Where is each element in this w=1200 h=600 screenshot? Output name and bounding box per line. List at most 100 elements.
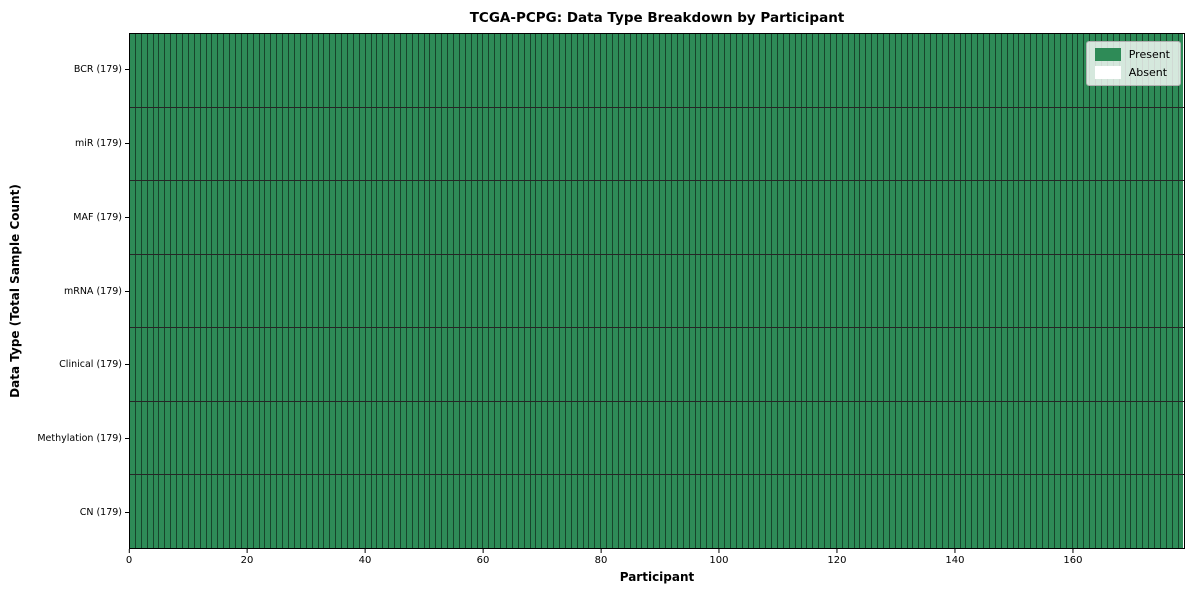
heatmap-cell [383, 475, 390, 549]
heatmap-cell [324, 181, 331, 254]
heatmap-cell [560, 34, 566, 107]
heatmap-cell [159, 34, 166, 107]
heatmap-cell [842, 328, 849, 401]
heatmap-cell [247, 401, 254, 475]
heatmap-cell [465, 107, 472, 181]
heatmap-cell [772, 475, 778, 549]
heatmap-cell [819, 107, 826, 181]
heatmap-cell [459, 328, 466, 401]
heatmap-cell [1154, 475, 1161, 549]
heatmap-cell [512, 401, 519, 475]
heatmap-cell [642, 328, 649, 401]
heatmap-cell [1107, 181, 1114, 254]
heatmap-row [130, 181, 1184, 255]
heatmap-cell [724, 328, 731, 401]
heatmap-cell [925, 254, 932, 328]
heatmap-cell [836, 475, 843, 549]
heatmap-cell [937, 107, 943, 181]
heatmap-cell [742, 107, 749, 181]
heatmap-cell [648, 34, 655, 107]
x-tick-label: 60 [476, 555, 490, 566]
heatmap-cell [1066, 475, 1073, 549]
heatmap-cell [1137, 401, 1144, 475]
heatmap-cell [695, 328, 702, 401]
heatmap-cell [583, 254, 590, 328]
heatmap-cell [253, 401, 260, 475]
heatmap-cell [801, 181, 808, 254]
heatmap-cell [318, 328, 325, 401]
heatmap-cell [365, 181, 372, 254]
heatmap-cell [978, 475, 985, 549]
heatmap-cell [772, 34, 778, 107]
heatmap-cell [830, 34, 837, 107]
heatmap-cell [218, 107, 225, 181]
heatmap-cell [571, 401, 578, 475]
heatmap-cell [972, 401, 979, 475]
y-tick-label: Methylation (179) [37, 432, 122, 444]
heatmap-cell [654, 181, 661, 254]
heatmap-cell [1113, 181, 1120, 254]
heatmap-cell [236, 181, 242, 254]
heatmap-cell [954, 181, 961, 254]
heatmap-cell [565, 34, 572, 107]
heatmap-cell [130, 34, 136, 107]
heatmap-cell [777, 401, 784, 475]
heatmap-cell [224, 254, 231, 328]
heatmap-cell [1107, 328, 1114, 401]
heatmap-cell [442, 401, 449, 475]
heatmap-cell [347, 328, 354, 401]
heatmap-cell [730, 475, 737, 549]
heatmap-cell [259, 254, 266, 328]
heatmap-cell [642, 107, 649, 181]
heatmap-cell [271, 401, 278, 475]
heatmap-cell [1154, 107, 1161, 181]
heatmap-cell [459, 254, 466, 328]
heatmap-cell [872, 34, 879, 107]
heatmap-cell [247, 328, 254, 401]
plot-area [129, 33, 1185, 549]
heatmap-cell [489, 475, 496, 549]
heatmap-cell [660, 34, 667, 107]
heatmap-cell [483, 107, 490, 181]
heatmap-cell [978, 328, 985, 401]
heatmap-cell [389, 254, 396, 328]
heatmap-cell [159, 401, 166, 475]
heatmap-cell [671, 34, 678, 107]
heatmap-cell [624, 34, 631, 107]
heatmap-cell [330, 254, 337, 328]
heatmap-cell [1143, 475, 1150, 549]
heatmap-cell [501, 34, 507, 107]
heatmap-cell [978, 181, 985, 254]
heatmap-cell [713, 401, 720, 475]
heatmap-cell [512, 107, 519, 181]
y-tick-mark [125, 69, 129, 71]
heatmap-cell [518, 401, 525, 475]
heatmap-cell [931, 328, 938, 401]
heatmap-cell [554, 254, 561, 328]
heatmap-cell [147, 328, 154, 401]
heatmap-cell [836, 254, 843, 328]
heatmap-cell [937, 181, 943, 254]
heatmap-cell [613, 34, 619, 107]
heatmap-cell [241, 181, 248, 254]
heatmap-cell [241, 34, 248, 107]
heatmap-cell [1054, 328, 1061, 401]
x-tick: 60 [476, 549, 490, 566]
heatmap-cell [984, 181, 991, 254]
heatmap-cell [1060, 401, 1067, 475]
heatmap-cell [777, 181, 784, 254]
heatmap-cell [607, 107, 614, 181]
heatmap-cell [265, 401, 272, 475]
heatmap-cell [948, 34, 955, 107]
heatmap-cell [960, 328, 967, 401]
heatmap-cell [507, 475, 513, 549]
heatmap-cell [1066, 254, 1073, 328]
heatmap-cell [925, 401, 932, 475]
heatmap-cell [294, 328, 301, 401]
heatmap-cell [648, 107, 655, 181]
heatmap-cell [395, 181, 401, 254]
heatmap-cell [901, 401, 908, 475]
heatmap-cell [1066, 328, 1073, 401]
heatmap-cell [1160, 328, 1167, 401]
heatmap-cell [518, 328, 525, 401]
